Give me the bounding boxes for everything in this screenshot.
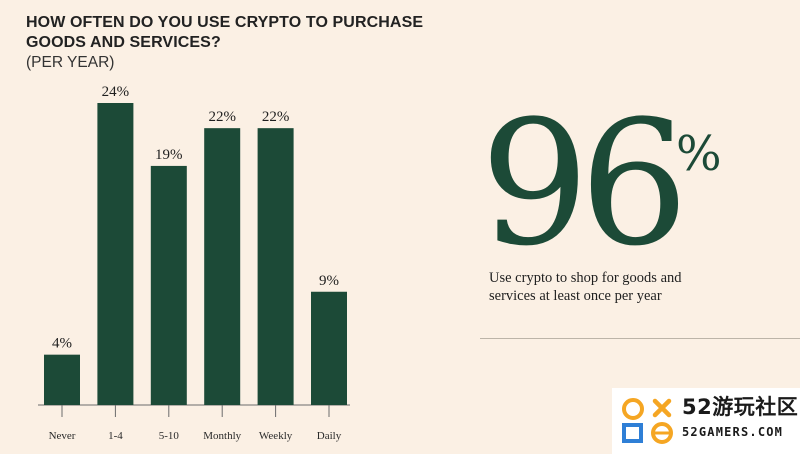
data-label-1: 24% [102,84,130,100]
bar-1 [97,103,134,405]
gamepad-buttons-icon [622,398,673,444]
x-tick-label-5: Daily [317,430,342,442]
x-tick-label-3: Monthly [203,430,241,442]
data-label-2: 19% [155,147,183,163]
data-label-3: 22% [208,109,236,125]
stat-value: 96 [480,83,689,284]
stat-caption: Use crypto to shop for goods and service… [489,270,682,304]
bar-0 [44,354,80,405]
bar-4 [257,128,294,405]
chart-title: HOW OFTEN DO YOU USE CRYPTO TO PURCHASE … [26,14,424,51]
watermark: 52游玩社区 52GAMERS.COM [612,388,800,454]
x-tick-label-1: 1-4 [108,430,123,442]
bar-5 [311,291,347,405]
bar-2 [150,165,187,405]
divider [480,338,800,339]
chart-subtitle: (PER YEAR) [26,54,115,71]
x-tick-label-2: 5-10 [159,430,180,442]
data-label-5: 9% [319,273,339,289]
bar-3 [204,128,241,405]
x-tick-label-4: Weekly [259,430,293,442]
x-tick-label-0: Never [49,430,76,442]
data-label-4: 22% [262,109,290,125]
stat-unit: % [676,126,722,182]
watermark-text-cn: 52游玩社区 [682,395,799,419]
bar-chart: 4% Never 24% 1-4 19% 5-10 22% Monthly 22% Weekly 9… [38,84,350,442]
data-label-0: 4% [52,336,72,352]
watermark-text-en: 52GAMERS.COM [682,425,784,439]
